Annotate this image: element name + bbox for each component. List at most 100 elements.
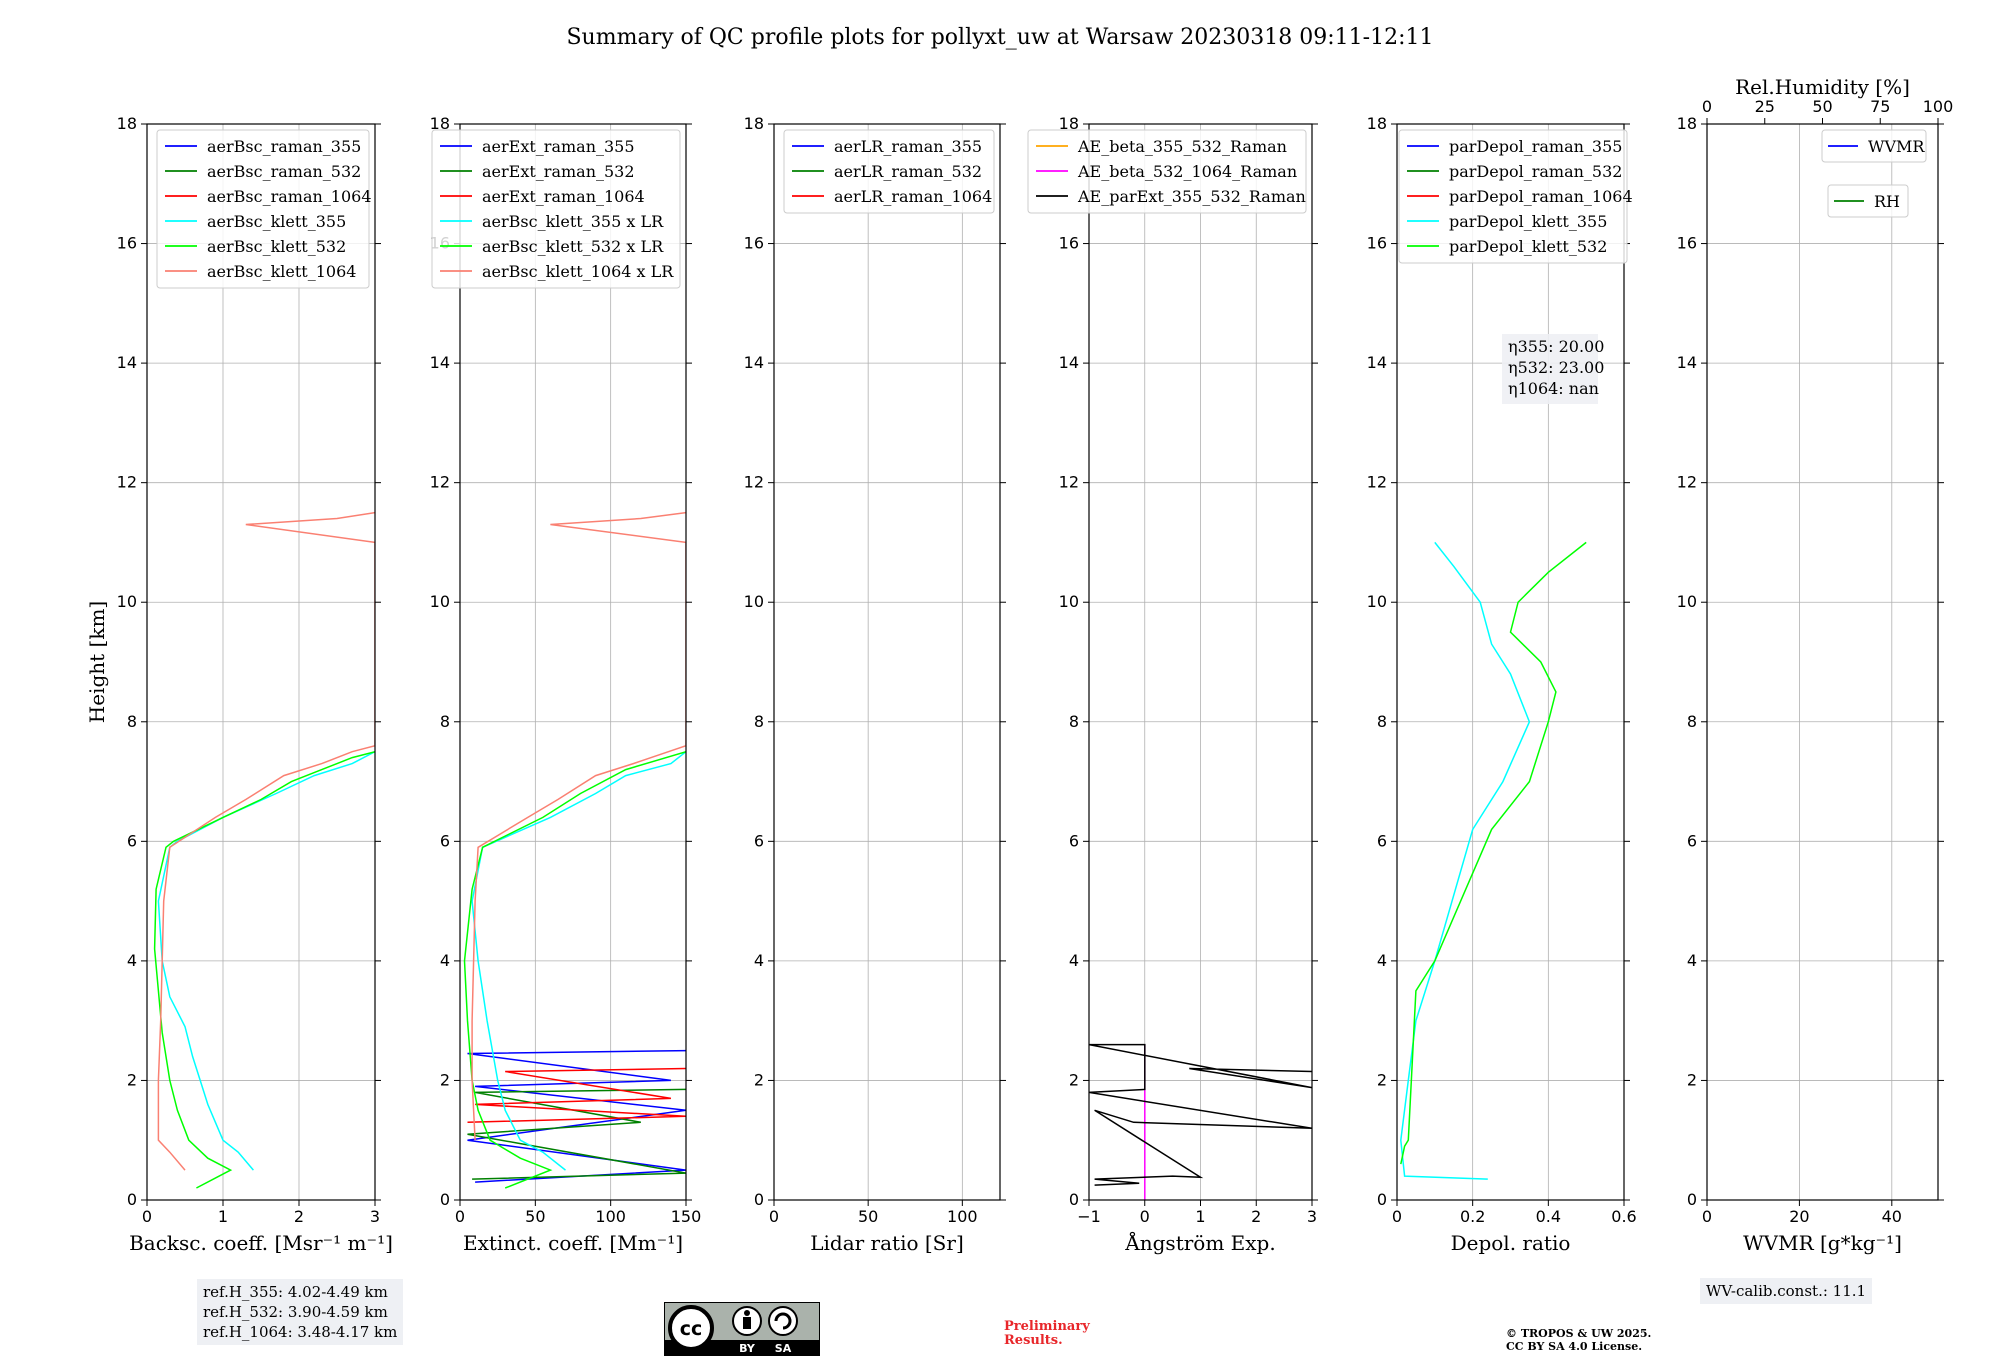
legend-label: aerBsc_klett_532 x LR — [482, 237, 664, 256]
panel-6: 0 2 4 6 8 10 12 14 16 18 0 20 40 WVMR [g*kg⁻¹] 0 25 50 75… — [1677, 75, 1954, 1255]
y-tick-label: 16 — [1677, 234, 1697, 253]
x-tick-label: 0 — [1702, 1207, 1712, 1226]
series-line-aerbsc-klett-1064 — [157, 511, 375, 1171]
series-line-aerext-raman-532 — [467, 1088, 686, 1180]
svg-text:cc: cc — [680, 1318, 703, 1340]
annotation-line: η355: 20.00 — [1508, 337, 1604, 356]
panel-5: 0 2 4 6 8 10 12 14 16 18 0 0.2 0.4 0.6 Depol. ratio par… — [1367, 114, 1637, 1255]
x-tick-label: 50 — [858, 1207, 878, 1226]
x-tick-label: −1 — [1077, 1207, 1101, 1226]
y-tick-label: 0 — [127, 1190, 137, 1209]
y-tick-label: 2 — [440, 1070, 450, 1089]
ref-height-1064: ref.H_1064: 3.48-4.17 km — [203, 1323, 398, 1341]
panel-2: 024681012141618050100150Extinct. coeff. … — [430, 114, 702, 1255]
x2-tick-label: 25 — [1755, 97, 1775, 116]
wv-calib-text: WV-calib.const.: 11.1 — [1706, 1282, 1867, 1300]
y-tick-label: 12 — [1677, 473, 1697, 492]
x-tick-label: 0.4 — [1536, 1207, 1561, 1226]
wv-calib-box: WV-calib.const.: 11.1 — [1700, 1278, 1873, 1304]
y-tick-label: 0 — [1069, 1190, 1079, 1209]
figure-title: Summary of QC profile plots for pollyxt_… — [566, 25, 1433, 50]
legend-label: RH — [1874, 192, 1900, 211]
series-line-aerbsc-klett-532 — [153, 750, 375, 1189]
axes-frame — [773, 123, 1001, 1201]
y-tick-label: 8 — [1687, 712, 1697, 731]
y-tick-label: 12 — [1059, 473, 1079, 492]
legend-frame — [1821, 129, 1927, 163]
annotation-box — [1502, 334, 1598, 404]
y-tick-label: 12 — [430, 473, 450, 492]
y-tick-label: 4 — [754, 951, 764, 970]
legend-label: AE_beta_532_1064_Raman — [1077, 162, 1297, 181]
axes-frame — [1396, 123, 1625, 1201]
reference-heights-box: ref.H_355: 4.02-4.49 km ref.H_532: 3.90-… — [197, 1279, 404, 1345]
y-tick-label: 6 — [127, 831, 137, 850]
y-tick-label: 18 — [430, 114, 450, 133]
legend-label: aerBsc_klett_532 — [207, 237, 346, 256]
preliminary-note: Preliminary Results. — [1004, 1320, 1090, 1348]
series-line-aerext-raman-1064 — [467, 1067, 686, 1124]
legend: AE_beta_355_532_Raman AE_beta_532_1064_Ra… — [1027, 129, 1307, 214]
x-tick-label: 100 — [595, 1207, 626, 1226]
preliminary-line-1: Preliminary — [1004, 1319, 1090, 1334]
x-tick-label: 0 — [142, 1207, 152, 1226]
x-tick-label: 0 — [1392, 1207, 1402, 1226]
y-tick-label: 14 — [1367, 353, 1387, 372]
y-tick-label: 8 — [754, 712, 764, 731]
cc-sa-label: SA — [775, 1342, 792, 1355]
y-tick-label: 14 — [117, 353, 137, 372]
preliminary-line-2: Results. — [1004, 1333, 1063, 1348]
x-tick-label: 3 — [1307, 1207, 1317, 1226]
y-tick-label: 12 — [117, 473, 137, 492]
x-tick-label: 3 — [370, 1207, 380, 1226]
y-tick-label: 18 — [744, 114, 764, 133]
x-tick-label: 0 — [769, 1207, 779, 1226]
annotation-line: η532: 23.00 — [1508, 358, 1604, 377]
y-tick-label: 12 — [1367, 473, 1387, 492]
legend-label: parDepol_raman_1064 — [1449, 187, 1633, 206]
legend-label: AE_beta_355_532_Raman — [1077, 137, 1287, 156]
y-tick-label: 12 — [744, 473, 764, 492]
series-line-aerbsc-klett-355 — [157, 751, 375, 1171]
legend: parDepol_raman_355 parDepol_raman_532 parD… — [1398, 129, 1633, 264]
y-tick-label: 16 — [1367, 234, 1387, 253]
ref-height-532: ref.H_532: 3.90-4.59 km — [203, 1303, 388, 1321]
legend-label: aerLR_raman_532 — [834, 162, 982, 181]
legend-frame — [783, 129, 995, 214]
legend-label: aerLR_raman_355 — [834, 137, 982, 156]
y-tick-label: 14 — [744, 353, 764, 372]
y-tick-label: 10 — [1677, 592, 1697, 611]
x-tick-label: 0.2 — [1460, 1207, 1485, 1226]
x2-axis-label: Rel.Humidity [%] — [1735, 75, 1910, 99]
y-tick-label: 10 — [744, 592, 764, 611]
y-tick-label: 0 — [1377, 1190, 1387, 1209]
x-tick-label: 100 — [947, 1207, 978, 1226]
legend-frame — [1827, 184, 1909, 218]
y-tick-label: 4 — [127, 951, 137, 970]
y-tick-label: 4 — [440, 951, 450, 970]
y-tick-label: 0 — [440, 1190, 450, 1209]
legend-frame — [156, 129, 370, 289]
x-tick-label: 0.6 — [1611, 1207, 1636, 1226]
y-tick-label: 8 — [1377, 712, 1387, 731]
axes-frame — [459, 123, 687, 1201]
y-tick-label: 6 — [440, 831, 450, 850]
y-tick-label: 8 — [1069, 712, 1079, 731]
annotation-line: η1064: nan — [1508, 379, 1599, 398]
y-tick-label: 10 — [1059, 592, 1079, 611]
x2-tick-label: 100 — [1923, 97, 1954, 116]
y-axis-label: Height [km] — [85, 601, 109, 723]
y-tick-label: 10 — [430, 592, 450, 611]
copyright-line-2: CC BY SA 4.0 License. — [1506, 1340, 1643, 1353]
legend-label: aerBsc_raman_355 — [207, 137, 361, 156]
series-line-ae-parext-355-532-raman — [1089, 1043, 1312, 1186]
series-line-aerbsc-klett-532-x-lr — [463, 750, 686, 1189]
legend-label: aerExt_raman_532 — [482, 162, 635, 181]
legend: aerExt_raman_355 aerExt_raman_532 aerExt_r… — [431, 129, 681, 289]
x-axis-label: WVMR [g*kg⁻¹] — [1743, 1231, 1902, 1255]
legend: aerBsc_raman_355 aerBsc_raman_532 aerBsc_r… — [156, 129, 372, 289]
x-tick-label: 40 — [1882, 1207, 1902, 1226]
x-tick-label: 2 — [1251, 1207, 1261, 1226]
x-axis-label: Depol. ratio — [1451, 1231, 1571, 1255]
x-axis-label: Lidar ratio [Sr] — [810, 1231, 964, 1255]
